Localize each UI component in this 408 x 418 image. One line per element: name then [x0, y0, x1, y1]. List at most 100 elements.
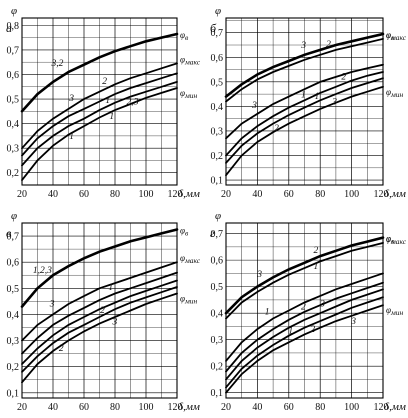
y-tick-label: 0,2 — [211, 151, 224, 162]
series-line — [225, 77, 384, 164]
y-tick-label: 0,1 — [211, 176, 224, 187]
x-tick-label: 80 — [110, 402, 120, 413]
curve-number-label: 1 — [108, 283, 113, 293]
x-tick-label: 40 — [252, 189, 262, 200]
y-tick-label: 0,5 — [211, 282, 224, 293]
x-tick-label: 120 — [374, 189, 389, 200]
x-tick-label: 60 — [79, 189, 89, 200]
curve-number-label: 1 — [301, 91, 306, 101]
series-line — [225, 63, 384, 140]
curve-number-label: 3 — [68, 94, 74, 104]
series-end-label: φмакс — [386, 234, 407, 246]
series-line — [225, 288, 384, 381]
y-tick-label: 0,8 — [7, 21, 20, 32]
series-end-label: φв — [386, 30, 395, 42]
x-tick-label: 120 — [374, 402, 389, 413]
curve-number-label: 3 — [300, 41, 306, 51]
x-tick-label: 60 — [284, 189, 294, 200]
y-tick-label: 0,6 — [211, 256, 224, 267]
panel-letter: б — [210, 21, 217, 35]
y-tick-label: 0,4 — [7, 310, 20, 321]
curve-number-label: 3,2 — [50, 59, 63, 69]
series-end-label: φмакс — [180, 253, 201, 265]
plot-frame — [21, 17, 178, 186]
x-axis-label: δ,мм — [178, 188, 200, 200]
y-tick-label: 0,6 — [7, 258, 20, 269]
x-tick-label: 80 — [110, 189, 120, 200]
curve-number-label: 2 — [274, 124, 279, 134]
series-end-label: φмин — [386, 87, 404, 99]
series-line — [21, 279, 178, 365]
series-line — [225, 281, 384, 373]
panel-letter: а — [6, 21, 12, 35]
series-line — [21, 286, 178, 373]
x-tick-label: 20 — [17, 402, 27, 413]
y-tick-label: 0,7 — [211, 28, 224, 39]
series-line — [21, 271, 178, 355]
curve-number-label: 3 — [331, 98, 337, 108]
curve-number-label: 2 — [314, 246, 319, 256]
y-tick-label: 0,4 — [7, 119, 20, 130]
series-line — [225, 304, 384, 394]
x-tick-label: 20 — [17, 189, 27, 200]
y-tick-label: 0,1 — [211, 388, 224, 399]
series-line — [21, 87, 178, 181]
y-tick-label: 0,6 — [211, 53, 224, 64]
y-tick-label: 0,7 — [211, 229, 224, 240]
curve-number-label: 2 — [310, 325, 315, 335]
y-axis-label: φ — [215, 210, 221, 222]
y-tick-label: 0,3 — [211, 126, 224, 137]
series-end-label: φмин — [180, 88, 198, 100]
y-tick-label: 0,3 — [7, 144, 20, 155]
x-tick-label: 100 — [344, 189, 359, 200]
curve-number-label: 2 — [326, 40, 331, 50]
y-tick-label: 0,2 — [7, 362, 20, 373]
curve-number-label: 1 — [315, 92, 320, 102]
x-tick-label: 60 — [284, 402, 294, 413]
curve-number-label: 1 — [105, 96, 110, 106]
y-axis-label: φ — [11, 210, 17, 222]
curve-number-label: 1,2,3 — [33, 266, 52, 276]
curve-number-label: 3 — [49, 299, 55, 309]
plot-frame — [21, 222, 178, 399]
x-tick-label: 80 — [315, 189, 325, 200]
series-line — [21, 62, 178, 150]
y-tick-label: 0,2 — [211, 362, 224, 373]
x-axis-label: δ,мм — [384, 401, 406, 413]
y-tick-label: 0,2 — [7, 168, 20, 179]
series-line — [224, 236, 385, 315]
series-line — [21, 292, 178, 384]
curve-number-label: 2,3 — [127, 98, 139, 108]
x-tick-label: 40 — [48, 189, 58, 200]
y-tick-label: 0,5 — [211, 77, 224, 88]
y-tick-label: 0,3 — [7, 336, 20, 347]
curve-number-label: 3 — [112, 317, 118, 327]
series-line — [225, 85, 384, 177]
panel-letter: г — [210, 226, 215, 240]
curve-number-label: 1 — [69, 132, 74, 142]
y-tick-label: 0,4 — [211, 102, 224, 113]
curve-number-label: 1 — [109, 112, 114, 122]
y-tick-label: 0,5 — [7, 95, 20, 106]
series-end-label: φв — [180, 30, 189, 42]
y-tick-label: 0,7 — [7, 45, 20, 56]
series-line — [20, 32, 179, 113]
x-tick-label: 120 — [168, 189, 183, 200]
curve-number-label: 2 — [59, 344, 64, 354]
series-end-label: φмакс — [180, 54, 201, 66]
x-tick-label: 20 — [221, 189, 231, 200]
x-tick-label: 60 — [79, 402, 89, 413]
series-line — [225, 71, 384, 157]
plot-frame — [225, 222, 384, 399]
y-tick-label: 0,5 — [7, 284, 20, 295]
series-end-label: φв — [180, 226, 189, 238]
x-tick-label: 100 — [139, 189, 154, 200]
curve-number-label: 2 — [341, 73, 346, 83]
series-line — [225, 38, 384, 103]
x-tick-label: 40 — [252, 402, 262, 413]
x-axis-label: δ,мм — [384, 188, 406, 200]
curve-number-label: 3 — [251, 101, 257, 111]
x-tick-label: 20 — [221, 402, 231, 413]
